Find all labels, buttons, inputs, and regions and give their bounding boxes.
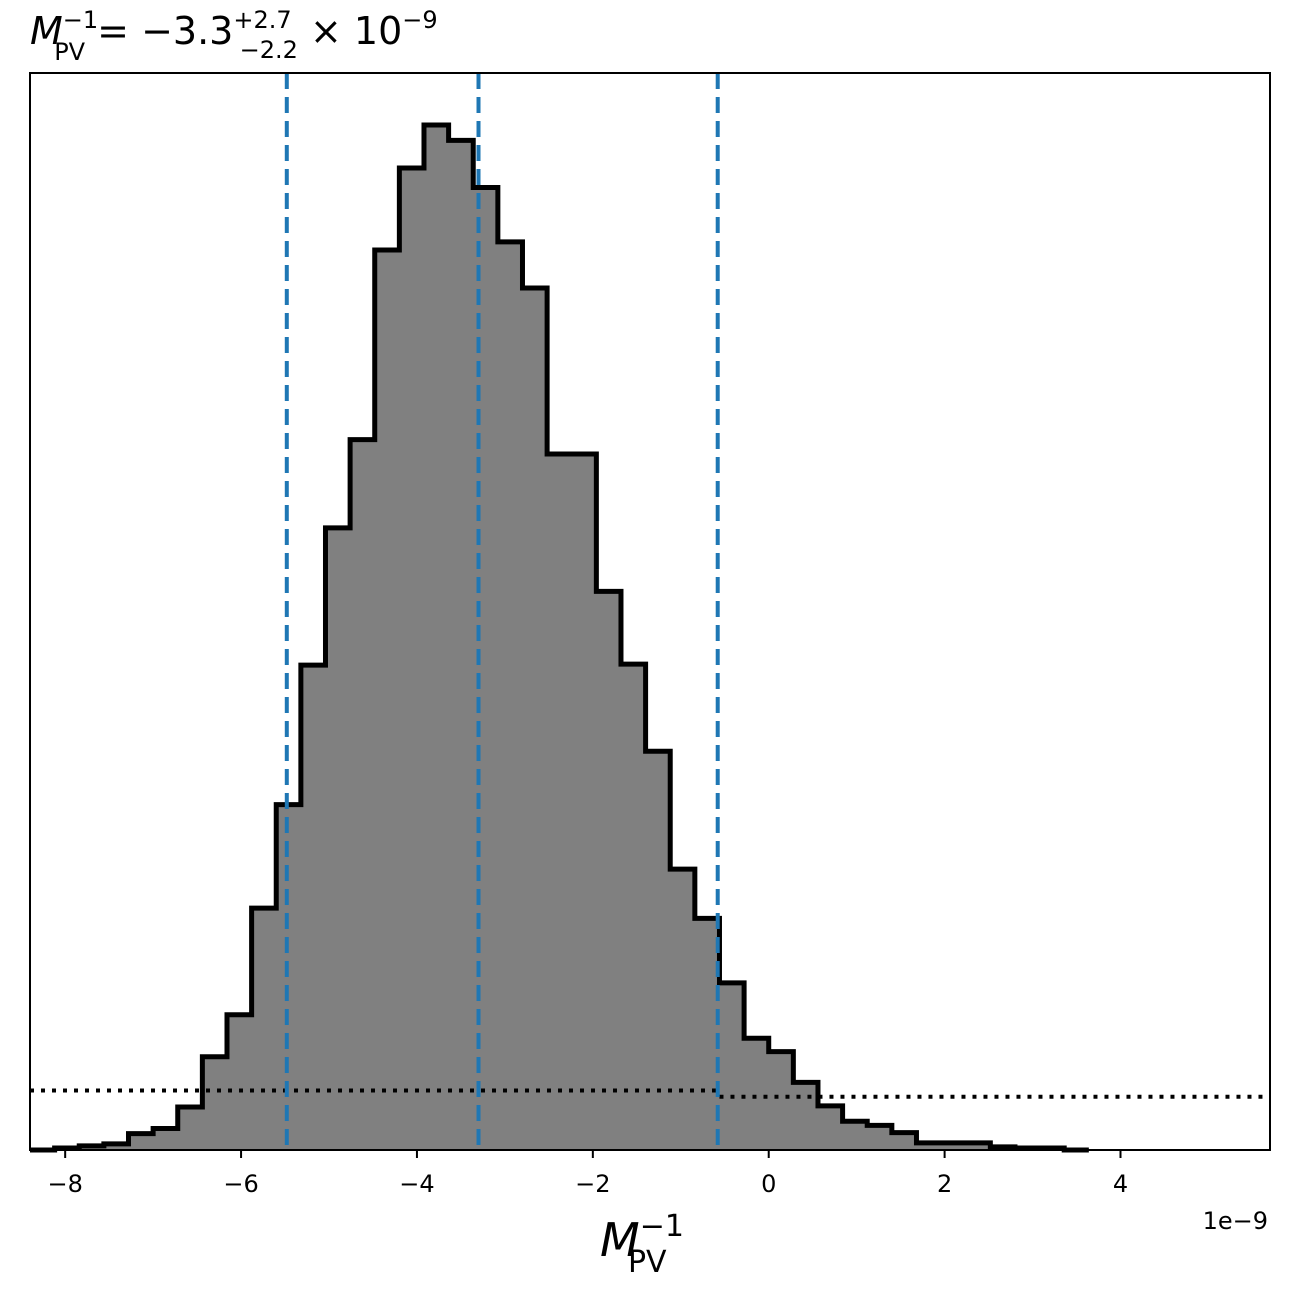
histogram-bar [620,664,647,1150]
histogram-bar [522,287,548,1151]
histogram-bar [128,1133,154,1150]
histogram-bar [768,1051,794,1150]
histogram-bar [399,168,425,1151]
title-exp: −9 [402,6,437,34]
histogram-bar [891,1132,917,1150]
x-axis-label: M−1 PV [600,1209,684,1280]
histogram-bar [941,1142,967,1150]
histogram-bar [350,439,376,1150]
histogram-bar [867,1125,893,1150]
histogram-bar [325,527,351,1150]
title-sup: −1 [63,6,98,34]
histogram-bar [423,125,450,1150]
title-symbol: M [30,9,63,53]
histogram-bar [645,751,671,1150]
title-sub: PV [54,38,85,66]
histogram-bar [596,591,622,1150]
histogram-bar [276,804,302,1150]
chart-title: M−1 PV = −3.3+2.7 −2.2 × 10−9 [30,6,438,66]
x-offset-label: 1e−9 [1203,1207,1268,1235]
title-equals: = [85,9,141,53]
title-minus: −2.2 [240,36,298,64]
xlabel-sup: −1 [640,1209,684,1244]
x-tick-label: −4 [399,1170,434,1198]
x-tick-label: −8 [47,1170,82,1198]
histogram-bar [719,982,745,1150]
histogram-bar [448,140,474,1150]
histogram-bar [153,1128,179,1150]
histogram-bar [202,1056,228,1150]
axes-frame [29,72,1271,1151]
title-times: × 10 [298,9,402,53]
histogram-bar [177,1106,203,1150]
title-plus: +2.7 [233,6,291,34]
x-tick-label: 2 [937,1170,952,1198]
histogram-bar [916,1142,942,1150]
histogram-bar [571,454,597,1150]
x-axis-ticks: −8 −6 −4 −2 0 2 4 [47,1150,1128,1198]
x-tick-label: 4 [1113,1170,1128,1198]
histogram-bar [300,665,326,1150]
histogram-bar [497,241,523,1151]
histogram-bar [744,1038,770,1150]
x-tick-label: 0 [761,1170,776,1198]
histogram-outline [30,122,1089,1153]
x-tick-label: −6 [223,1170,258,1198]
histogram-bar [670,869,696,1150]
title-value: −3.3 [141,9,233,53]
histogram-bar [842,1121,868,1150]
histogram-bar [793,1082,819,1150]
histogram-bar [817,1105,844,1150]
plot-area [30,73,1270,1153]
histogram-bar [965,1142,991,1150]
xlabel-sub: PV [628,1245,667,1280]
x-tick-label: −2 [575,1170,610,1198]
histogram-bar [103,1143,129,1150]
xlabel-symbol: M [600,1213,640,1267]
histogram-bar [547,454,573,1150]
histogram-bar [374,250,400,1151]
histogram-bar [226,1014,253,1150]
histogram-bar [251,908,277,1150]
histogram-bar [473,187,499,1150]
